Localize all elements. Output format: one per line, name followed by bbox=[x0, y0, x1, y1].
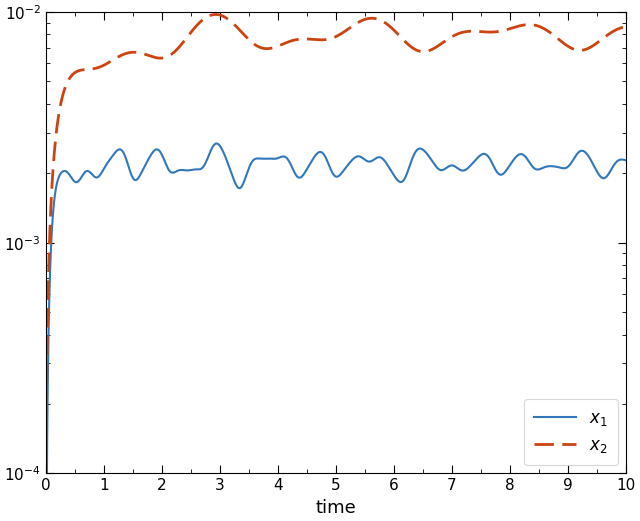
$x_2$ bbox=[42, 401, 49, 407]
$x_1$ bbox=[265, 155, 273, 162]
$x_1$ bbox=[108, 154, 116, 160]
Legend: $x_1$, $x_2$: $x_1$, $x_2$ bbox=[524, 399, 618, 465]
$x_2$ bbox=[290, 37, 298, 43]
X-axis label: time: time bbox=[316, 499, 356, 517]
Line: $x_1$: $x_1$ bbox=[45, 143, 626, 521]
$x_2$ bbox=[108, 57, 116, 64]
$x_2$ bbox=[143, 52, 150, 58]
$x_1$ bbox=[290, 168, 298, 174]
$x_2$ bbox=[549, 31, 557, 38]
Line: $x_2$: $x_2$ bbox=[45, 15, 626, 521]
$x_1$ bbox=[611, 160, 619, 166]
$x_1$ bbox=[622, 157, 630, 164]
$x_2$ bbox=[622, 23, 630, 30]
$x_1$ bbox=[212, 140, 220, 146]
$x_1$ bbox=[143, 159, 150, 166]
$x_2$ bbox=[611, 27, 619, 33]
$x_2$ bbox=[212, 11, 220, 18]
$x_2$ bbox=[265, 45, 273, 52]
$x_1$ bbox=[549, 163, 557, 169]
